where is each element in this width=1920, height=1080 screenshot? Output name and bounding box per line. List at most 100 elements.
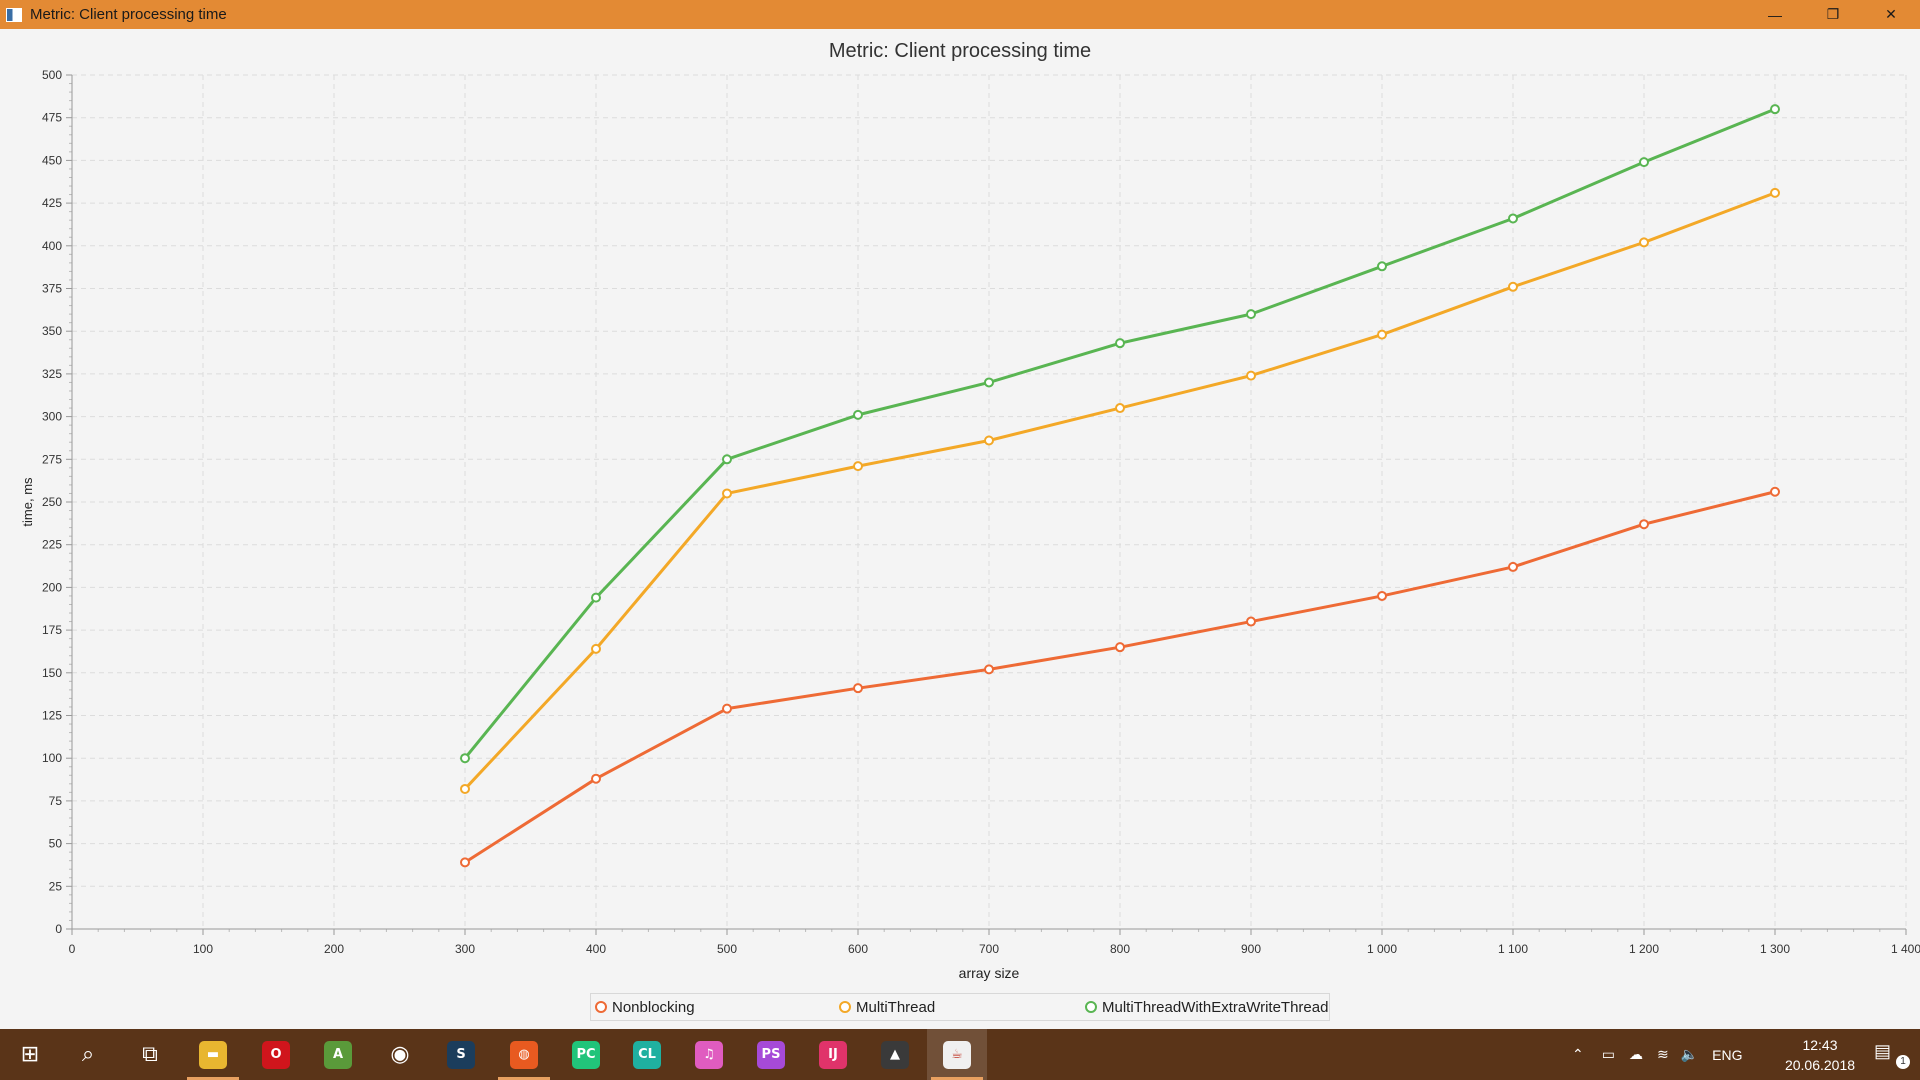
data-point-series-0[interactable]: [1508, 561, 1518, 572]
java-icon: ☕: [943, 1040, 971, 1069]
close-button[interactable]: ✕: [1885, 6, 1897, 22]
data-point-series-1[interactable]: [1639, 237, 1649, 248]
x-axis-label: array size: [959, 965, 1020, 981]
legend-marker: [1085, 1001, 1097, 1013]
data-point-series-0[interactable]: [1246, 616, 1256, 627]
data-point-series-1[interactable]: [1246, 370, 1256, 381]
y-tick-label: 0: [55, 922, 62, 936]
x-tick-label: 700: [979, 942, 999, 956]
taskbar-media-player-button[interactable]: ◉: [370, 1029, 430, 1080]
battery-icon[interactable]: ▭: [1601, 1046, 1615, 1062]
taskbar-ubuntu-button[interactable]: ◍: [494, 1029, 554, 1080]
data-point-series-1[interactable]: [984, 435, 994, 446]
taskbar-java-button[interactable]: ☕: [927, 1029, 987, 1080]
data-point-series-2[interactable]: [460, 753, 470, 764]
data-point-series-1[interactable]: [1508, 281, 1518, 292]
y-axis-label: time, ms: [20, 477, 35, 527]
opera-icon: O: [262, 1040, 290, 1069]
data-point-series-0[interactable]: [1377, 590, 1387, 601]
taskbar-photos-button[interactable]: ▲: [865, 1029, 925, 1080]
data-point-series-2[interactable]: [1246, 309, 1256, 320]
data-point-series-0[interactable]: [722, 703, 732, 714]
data-point-series-1[interactable]: [1377, 329, 1387, 340]
data-point-series-0[interactable]: [853, 683, 863, 694]
legend-marker: [595, 1001, 607, 1013]
y-tick-label: 100: [42, 751, 62, 765]
data-point-series-0[interactable]: [1115, 642, 1125, 653]
pycharm-icon: PC: [572, 1040, 600, 1069]
data-point-series-0[interactable]: [1639, 519, 1649, 530]
data-point-series-2[interactable]: [1770, 104, 1780, 115]
chart-series: [460, 104, 1780, 868]
y-tick-label: 350: [42, 324, 62, 338]
wifi-icon[interactable]: ≋: [1656, 1046, 1669, 1062]
data-point-series-2[interactable]: [1377, 261, 1387, 272]
minimize-button[interactable]: —: [1768, 6, 1782, 23]
taskbar-intellij-button[interactable]: IJ: [803, 1029, 863, 1080]
taskbar-opera-button[interactable]: O: [246, 1029, 306, 1080]
y-tick-label: 375: [42, 282, 62, 296]
data-point-series-2[interactable]: [853, 409, 863, 420]
legend-label: Nonblocking: [612, 998, 695, 1016]
data-point-series-0[interactable]: [460, 857, 470, 868]
data-point-series-2[interactable]: [1508, 213, 1518, 224]
notification-count: 1: [1896, 1055, 1910, 1069]
maximize-button[interactable]: ❐: [1826, 6, 1840, 22]
taskbar-steam-button[interactable]: S: [431, 1029, 491, 1080]
android-studio-icon: A: [324, 1040, 352, 1069]
y-tick-label: 125: [42, 709, 62, 723]
language-indicator[interactable]: ENG: [1712, 1046, 1743, 1063]
clion-icon: CL: [633, 1040, 661, 1069]
intellij-icon: IJ: [819, 1040, 847, 1069]
data-point-series-1[interactable]: [1770, 187, 1780, 198]
x-tick-label: 0: [69, 942, 76, 956]
taskbar-pycharm-button[interactable]: PC: [556, 1029, 616, 1080]
data-point-series-2[interactable]: [1115, 338, 1125, 349]
x-tick-label: 300: [455, 942, 475, 956]
action-center-button[interactable]: ▤ 1: [1874, 1041, 1910, 1069]
data-point-series-2[interactable]: [1639, 157, 1649, 168]
y-tick-label: 475: [42, 111, 62, 125]
taskbar-start-button[interactable]: ⊞: [0, 1029, 60, 1080]
data-point-series-0[interactable]: [591, 773, 601, 784]
legend-item-nonblocking: Nonblocking: [595, 994, 695, 1020]
clock-time: 12:43: [1802, 1037, 1838, 1053]
data-point-series-0[interactable]: [984, 664, 994, 675]
y-tick-label: 275: [42, 452, 62, 466]
running-indicator: [931, 1077, 983, 1080]
legend-item-multithread: MultiThread: [839, 994, 935, 1020]
volume-icon[interactable]: 🔈: [1680, 1046, 1699, 1062]
clock[interactable]: 12:43 20.06.2018: [1780, 1035, 1860, 1075]
taskbar-phpstorm-button[interactable]: PS: [741, 1029, 801, 1080]
taskbar-clion-button[interactable]: CL: [617, 1029, 677, 1080]
taskbar-android-studio-button[interactable]: A: [308, 1029, 368, 1080]
window-title: Metric: Client processing time: [30, 6, 227, 23]
data-point-series-1[interactable]: [853, 461, 863, 472]
taskbar-search-button[interactable]: ⌕: [58, 1029, 118, 1080]
taskbar-itunes-button[interactable]: ♫: [679, 1029, 739, 1080]
y-tick-label: 400: [42, 239, 62, 253]
data-point-series-1[interactable]: [1115, 403, 1125, 414]
data-point-series-1[interactable]: [460, 783, 470, 794]
y-tick-label: 500: [42, 68, 62, 82]
data-point-series-2[interactable]: [591, 592, 601, 603]
show-hidden-icons-icon[interactable]: ⌃: [1572, 1046, 1584, 1062]
data-point-series-1[interactable]: [591, 643, 601, 654]
y-tick-label: 325: [42, 367, 62, 381]
ubuntu-icon: ◍: [510, 1040, 538, 1069]
folder-icon: ▬: [199, 1040, 227, 1069]
x-tick-label: 900: [1241, 942, 1261, 956]
data-point-series-2[interactable]: [722, 454, 732, 465]
legend-item-multithread-extra-write: MultiThreadWithExtraWriteThread: [1085, 994, 1328, 1020]
onedrive-icon[interactable]: ☁: [1628, 1046, 1643, 1062]
taskbar-file-explorer-button[interactable]: ▬: [183, 1029, 243, 1080]
line-chart: 0 25 50 75 100 125 150 175 200 225 250 275 300 325 350…: [20, 40, 1920, 981]
data-point-series-0[interactable]: [1770, 486, 1780, 497]
media-player-icon: ◉: [390, 1042, 410, 1067]
data-point-series-2[interactable]: [984, 377, 994, 388]
x-tick-label: 500: [717, 942, 737, 956]
system-tray: ⌃ ▭ ☁ ≋ 🔈 ENG: [1572, 1029, 1742, 1080]
data-point-series-1[interactable]: [722, 488, 732, 499]
photos-icon: ▲: [881, 1040, 909, 1069]
taskbar-task-view-button[interactable]: ⧉: [120, 1029, 180, 1080]
